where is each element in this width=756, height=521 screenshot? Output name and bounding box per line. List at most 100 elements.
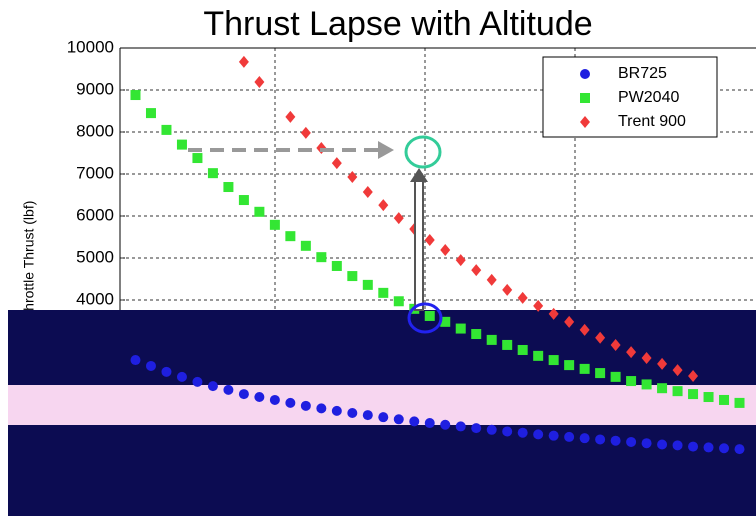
point xyxy=(238,55,249,68)
point xyxy=(548,355,559,366)
point xyxy=(641,351,652,364)
point xyxy=(393,414,404,425)
point xyxy=(734,444,745,455)
point xyxy=(548,307,559,320)
legend-marker xyxy=(580,116,590,128)
point xyxy=(424,418,435,429)
point xyxy=(455,323,466,334)
point xyxy=(424,233,435,246)
point xyxy=(440,419,451,430)
point xyxy=(347,170,358,183)
point xyxy=(269,219,280,230)
point xyxy=(610,338,621,351)
legend-label: Trent 900 xyxy=(618,113,686,130)
point xyxy=(347,407,358,418)
point xyxy=(223,182,234,193)
legend-label: PW2040 xyxy=(618,89,679,106)
point xyxy=(610,435,621,446)
point xyxy=(455,421,466,432)
point xyxy=(362,410,373,421)
point xyxy=(176,139,187,150)
point xyxy=(564,315,575,328)
point xyxy=(455,254,466,267)
point xyxy=(564,360,575,371)
point xyxy=(378,412,389,423)
arrow-head xyxy=(378,141,394,159)
point xyxy=(579,323,590,336)
point xyxy=(672,440,683,451)
point xyxy=(564,431,575,442)
legend-marker xyxy=(580,69,590,79)
y-tick-label: 10000 xyxy=(67,37,114,56)
y-tick-label: 6000 xyxy=(76,205,114,224)
point xyxy=(331,260,342,271)
point xyxy=(471,423,482,434)
point xyxy=(688,389,699,400)
point xyxy=(254,206,265,217)
point xyxy=(672,364,683,377)
point xyxy=(533,350,544,361)
point xyxy=(316,252,327,263)
y-tick-label: 7000 xyxy=(76,163,114,182)
point xyxy=(672,386,683,397)
point xyxy=(657,383,668,394)
point xyxy=(548,430,559,441)
point xyxy=(641,379,652,390)
point xyxy=(641,438,652,449)
point xyxy=(471,264,482,277)
highlight-circle xyxy=(407,302,443,334)
legend-box xyxy=(542,56,718,138)
point xyxy=(331,157,342,170)
point xyxy=(579,363,590,374)
point xyxy=(192,153,203,164)
point xyxy=(517,344,528,355)
point xyxy=(130,355,141,366)
y-tick-label: 8000 xyxy=(76,121,114,140)
point xyxy=(610,371,621,382)
point xyxy=(595,368,606,379)
highlight-circle xyxy=(404,135,442,169)
point xyxy=(533,429,544,440)
y-axis-label: Throttle Thrust (lbf) xyxy=(21,201,37,320)
marks xyxy=(130,55,745,455)
point xyxy=(393,296,404,307)
y-tick-label: 5000 xyxy=(76,247,114,266)
point xyxy=(192,376,203,387)
point xyxy=(734,397,745,408)
point xyxy=(145,108,156,119)
point xyxy=(362,186,373,199)
point xyxy=(393,212,404,225)
point xyxy=(688,441,699,452)
point xyxy=(331,405,342,416)
point xyxy=(254,392,265,403)
point xyxy=(130,90,141,101)
point xyxy=(703,392,714,403)
point xyxy=(254,76,265,89)
point xyxy=(533,299,544,312)
point xyxy=(161,366,172,377)
point xyxy=(300,240,311,251)
point xyxy=(207,168,218,179)
point xyxy=(285,397,296,408)
point xyxy=(285,110,296,123)
point xyxy=(657,439,668,450)
point xyxy=(703,442,714,453)
point xyxy=(719,394,730,405)
point xyxy=(300,126,311,139)
point xyxy=(223,384,234,395)
point xyxy=(579,433,590,444)
point xyxy=(207,381,218,392)
point xyxy=(378,199,389,212)
point xyxy=(409,416,420,427)
point xyxy=(300,400,311,411)
point xyxy=(378,287,389,298)
arrow-head xyxy=(410,168,428,182)
point xyxy=(347,271,358,282)
point xyxy=(424,310,435,321)
legend: BR725 PW2040 Trent 900 xyxy=(580,65,686,130)
point xyxy=(688,370,699,383)
chart-title: Thrust Lapse with Altitude xyxy=(203,5,592,43)
point xyxy=(595,434,606,445)
point xyxy=(517,427,528,438)
